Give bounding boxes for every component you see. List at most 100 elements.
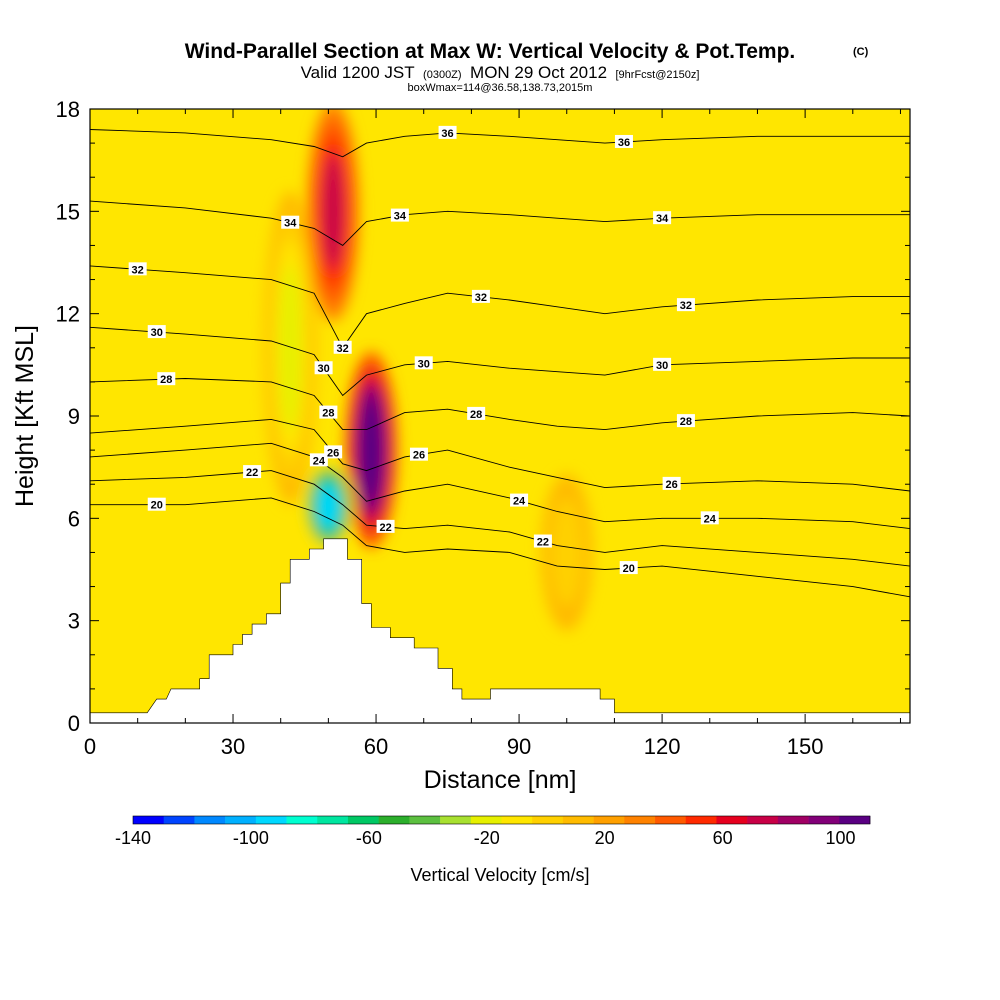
colorbar-swatch [501,816,533,824]
svg-text:30: 30 [656,360,668,372]
chart-title: Wind-Parallel Section at Max W: Vertical… [185,40,796,63]
svg-text:34: 34 [284,218,297,230]
colorbar-swatch [777,816,809,824]
y-tick-label: 3 [68,609,80,634]
svg-text:32: 32 [475,292,487,304]
box-info: boxWmax=114@36.58,138.73,2015m [408,82,593,94]
isentrope-label: 32 [676,298,695,312]
svg-text:32: 32 [132,264,144,276]
isentrope-32 [90,265,910,349]
x-tick-label: 90 [507,734,531,759]
colorbar-swatch [347,816,379,824]
x-axis-title: Distance [nm] [424,766,577,794]
colorbar: -140 -100 -60 -20 20 60 100 [115,815,871,848]
svg-text:24: 24 [313,455,326,467]
svg-text:30: 30 [317,363,329,375]
svg-text:22: 22 [379,522,391,534]
svg-text:26: 26 [327,447,339,459]
colorbar-swatch [409,816,441,824]
svg-text:36: 36 [618,137,630,149]
copyright-mark: (C) [853,46,869,58]
valid-date: MON 29 Oct 2012 [470,63,607,82]
colorbar-swatch [255,816,287,824]
colorbar-tick-label: 20 [595,828,615,848]
isentrope-label: 32 [471,289,490,304]
colorbar-tick-label: -100 [233,828,269,848]
colorbar-swatch [133,816,165,824]
isentrope-24 [90,442,910,530]
isentrope-label: 34 [390,208,409,223]
colorbar-swatch [655,816,687,824]
y-tick-label: 18 [56,97,80,122]
svg-text:22: 22 [246,467,258,479]
isentrope-30 [90,326,910,397]
isentrope-label: 36 [614,134,633,149]
isentrope-label: 30 [414,356,433,370]
x-tick-label: 120 [644,734,681,759]
svg-text:20: 20 [151,500,163,512]
isentrope-label: 26 [324,445,343,459]
colorbar-tick-label: -60 [356,828,382,848]
isentrope-label: 28 [676,414,695,428]
valid-prefix: Valid 1200 JST [301,63,415,82]
svg-text:32: 32 [337,343,349,355]
y-tick-label: 0 [68,711,80,736]
isentrope-20 [90,497,910,598]
isentrope-label: 28 [157,372,176,386]
isentrope-label: 22 [243,465,262,479]
isentrope-label: 22 [376,519,395,534]
svg-text:30: 30 [418,358,430,370]
colorbar-swatch [317,816,349,824]
svg-text:36: 36 [441,128,453,140]
colorbar-swatch [194,816,226,824]
isentrope-label: 20 [619,561,638,575]
isentrope-label: 34 [653,211,672,225]
colorbar-swatch [532,816,564,824]
colorbar-tick-label: -140 [115,828,151,848]
y-tick-label: 6 [68,506,80,531]
isentrope-label: 28 [467,406,486,421]
svg-text:22: 22 [537,537,549,549]
isentrope-label: 36 [438,125,457,140]
colorbar-swatch [440,816,472,824]
colorbar-swatch [225,816,257,824]
velocity-feature-4 [279,264,302,432]
colorbar-swatch [808,816,840,824]
colorbar-swatch [593,816,625,824]
svg-text:28: 28 [680,416,692,428]
isentrope-lines [90,129,910,598]
x-tick-label: 150 [787,734,824,759]
velocity-feature-2 [360,398,383,503]
svg-text:28: 28 [160,374,172,386]
velocity-feature-3 [317,482,340,531]
colorbar-tick-label: 60 [713,828,733,848]
svg-text:28: 28 [470,409,482,421]
valid-line: Valid 1200 JST (0300Z) MON 29 Oct 2012 [… [301,63,700,82]
x-tick-label: 0 [84,734,96,759]
isentrope-label: 24 [510,493,529,508]
colorbar-swatch [685,816,717,824]
x-tick-label: 30 [221,734,245,759]
svg-text:26: 26 [413,450,425,462]
colorbar-title: Vertical Velocity [cm/s] [410,865,589,885]
svg-text:26: 26 [666,479,678,491]
colorbar-swatch [716,816,748,824]
colorbar-swatch [624,816,656,824]
colorbar-frame [132,815,871,825]
colorbar-swatch [562,816,594,824]
isentrope-label: 30 [147,325,166,339]
svg-text:28: 28 [322,408,334,420]
svg-text:34: 34 [656,213,669,225]
colorbar-tick-label: 100 [825,828,855,848]
isentrope-label: 22 [533,534,552,549]
isentrope-label: 20 [147,497,166,512]
y-tick-label: 9 [68,404,80,429]
colorbar-swatch [839,816,871,824]
velocity-field [264,109,593,631]
svg-text:32: 32 [680,300,692,312]
isentrope-label: 26 [662,476,681,491]
svg-text:20: 20 [623,563,635,575]
colorbar-tick-label: -20 [474,828,500,848]
